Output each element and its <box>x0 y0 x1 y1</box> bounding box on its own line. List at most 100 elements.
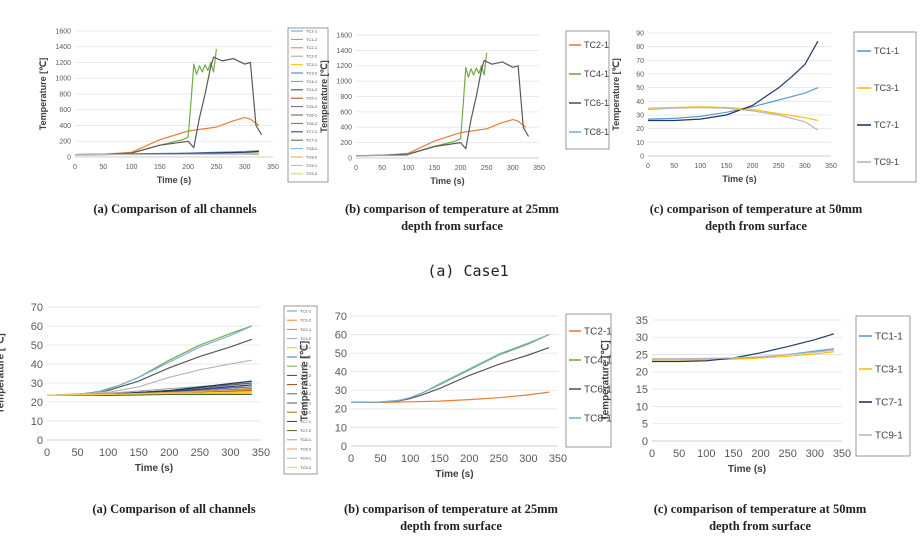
x-tick-label: 200 <box>751 448 769 460</box>
legend-entry: TC8-1 <box>584 127 609 137</box>
y-tick-label: 0 <box>67 154 71 161</box>
y-tick-label: 0 <box>642 436 648 448</box>
y-tick-label: 10 <box>636 401 648 413</box>
caption: depth from surface <box>401 219 503 233</box>
x-tick-label: 0 <box>354 165 358 172</box>
legend-entry: TC1-2 <box>306 37 318 42</box>
y-tick-label: 1200 <box>336 63 352 70</box>
x-tick-label: 200 <box>182 164 194 171</box>
x-tick-label: 250 <box>490 453 508 465</box>
y-axis-label: Temperature [℃] <box>611 58 621 130</box>
caption: depth from surface <box>400 519 502 533</box>
x-tick-label: 150 <box>431 453 449 465</box>
x-tick-label: 50 <box>99 164 107 171</box>
x-tick-label: 200 <box>747 163 759 170</box>
x-tick-label: 150 <box>154 164 166 171</box>
x-tick-label: 150 <box>721 163 733 170</box>
y-tick-label: 90 <box>636 30 644 37</box>
legend-entry: TC4-2 <box>306 87 318 92</box>
x-tick-label: 50 <box>670 163 678 170</box>
caption: (b) comparison of temperature at 25mm <box>344 502 559 516</box>
legend-entry: TC3-2 <box>306 70 318 75</box>
y-tick-label: 1000 <box>336 79 352 86</box>
series-line-TC2-1 <box>355 118 527 157</box>
legend-entry: TC4-1 <box>584 69 609 79</box>
legend: TC1-1 TC3-1 TC7-1 TC9-1 <box>853 31 917 183</box>
legend-entry: TC6-1 <box>300 400 312 405</box>
y-tick-label: 1600 <box>55 28 71 35</box>
x-tick-label: 300 <box>806 448 824 460</box>
y-axis-label: Temperature [℃] <box>319 60 329 132</box>
legend-entry: TC4-2 <box>300 373 312 378</box>
legend-entry: TC5-1 <box>300 382 312 387</box>
x-tick-label: 300 <box>507 165 519 172</box>
legend-box <box>283 305 318 475</box>
y-tick-label: 1600 <box>336 32 352 39</box>
x-tick-label: 200 <box>460 453 478 465</box>
x-tick-label: 0 <box>348 453 354 465</box>
y-tick-label: 200 <box>340 140 352 147</box>
x-tick-label: 250 <box>773 163 785 170</box>
x-tick-label: 0 <box>646 163 650 170</box>
x-tick-label: 100 <box>694 163 706 170</box>
legend-entry: TC7-1 <box>306 129 318 134</box>
x-tick-label: 250 <box>779 448 797 460</box>
legend-box <box>287 27 329 183</box>
chart-case1-50mm: 0 10 20 30 40 50 60 70 80 90 0 50 100 150 200 250 300 350… <box>611 30 917 233</box>
x-tick-label: 100 <box>402 165 414 172</box>
y-tick-label: 1400 <box>336 48 352 55</box>
legend-box <box>855 315 911 457</box>
y-tick-label: 40 <box>31 359 43 371</box>
legend-entry: TC5-2 <box>300 391 312 396</box>
legend-box <box>565 30 610 150</box>
series-line-TC2-1 <box>351 391 550 403</box>
legend-entry: TC4-1 <box>300 364 312 369</box>
y-tick-label: 0 <box>37 435 43 447</box>
y-tick-label: 20 <box>636 126 644 133</box>
legend-entry: TC6-1 <box>584 98 609 108</box>
x-axis-label: Time (s) <box>135 463 173 474</box>
x-tick-label: 350 <box>549 453 567 465</box>
x-tick-label: 100 <box>697 448 715 460</box>
y-tick-label: 600 <box>59 107 71 114</box>
x-tick-label: 250 <box>211 164 223 171</box>
x-axis-label: Time (s) <box>430 176 464 186</box>
x-tick-label: 300 <box>221 447 239 459</box>
y-tick-label: 50 <box>31 340 43 352</box>
legend-entry: TC1-1 <box>874 46 899 56</box>
legend-entry: TC4-1 <box>584 356 612 367</box>
x-tick-label: 100 <box>126 164 138 171</box>
legend-entry: TC7-1 <box>874 120 899 130</box>
y-tick-label: 0 <box>348 155 352 162</box>
y-tick-label: 800 <box>59 91 71 98</box>
x-tick-label: 250 <box>191 447 209 459</box>
legend-entry: TC9-1 <box>875 431 903 442</box>
legend: TC2-1 TC4-1 TC6-1 TC8-1 <box>565 30 610 150</box>
x-tick-label: 300 <box>519 453 537 465</box>
y-tick-label: 25 <box>636 349 648 361</box>
legend-entry: TC6-1 <box>584 385 612 396</box>
y-tick-label: 400 <box>59 123 71 130</box>
legend-entry: TC2-2 <box>306 54 318 59</box>
y-tick-label: 60 <box>335 329 347 341</box>
caption: depth from surface <box>709 519 811 533</box>
x-tick-label: 50 <box>374 453 386 465</box>
x-tick-label: 350 <box>267 164 279 171</box>
x-tick-label: 300 <box>239 164 251 171</box>
legend-entry: TC5-1 <box>306 96 318 101</box>
x-tick-label: 300 <box>799 163 811 170</box>
series-line-TC9-1 <box>647 106 819 131</box>
x-tick-label: 350 <box>533 165 545 172</box>
legend-entry: TC3-1 <box>300 345 312 350</box>
series-line-TC9-1 <box>652 349 834 360</box>
x-axis-label: Time (s) <box>728 464 766 475</box>
y-tick-label: 30 <box>31 378 43 390</box>
series-line-TC1-1 <box>647 87 819 120</box>
y-tick-label: 400 <box>340 125 352 132</box>
y-tick-label: 1200 <box>55 60 71 67</box>
y-tick-label: 15 <box>636 384 648 396</box>
legend-entry: TC7-2 <box>300 428 312 433</box>
x-tick-label: 100 <box>99 447 117 459</box>
